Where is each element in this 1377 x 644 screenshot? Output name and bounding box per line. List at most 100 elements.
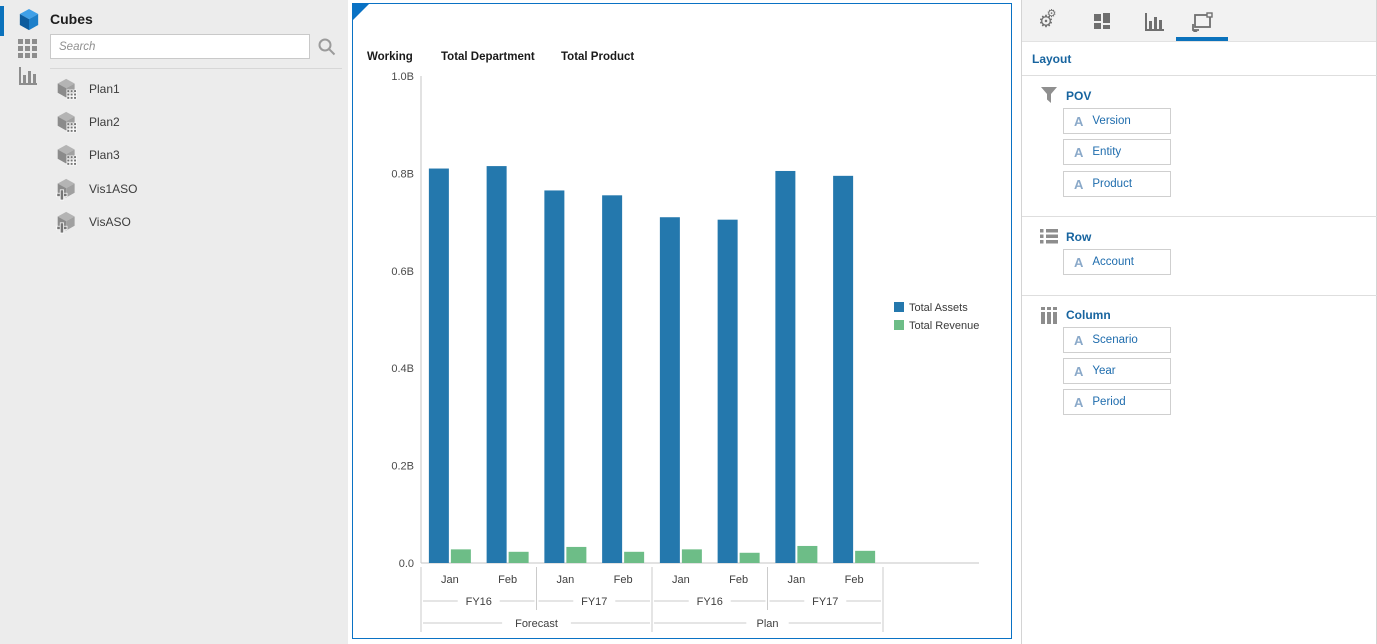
tab-chart[interactable] <box>1132 0 1176 42</box>
cube-list-item[interactable]: Plan1 <box>0 73 348 105</box>
pov-header-version[interactable]: Working <box>367 51 413 63</box>
cubes-sidebar: Cubes Plan1 <box>0 0 348 644</box>
panel-title: Cubes <box>50 11 93 27</box>
panel-tabbar: ⚙ ⚙ <box>1022 0 1376 42</box>
search-icon[interactable] <box>317 37 337 57</box>
field-label: Account <box>1092 256 1134 268</box>
year-label: FY16 <box>697 596 723 608</box>
legend-swatch <box>894 302 904 312</box>
bar-total-revenue-1[interactable] <box>508 551 529 563</box>
column-field-year[interactable]: A Year <box>1063 358 1171 384</box>
pov-field-version[interactable]: A Version <box>1063 108 1171 134</box>
y-tick-label: 0.8B <box>391 168 414 180</box>
legend-swatch <box>894 320 904 330</box>
bar-total-revenue-5[interactable] <box>739 552 760 563</box>
y-tick-label: 0.6B <box>391 266 414 278</box>
divider <box>1022 75 1377 76</box>
year-label: FY16 <box>466 596 492 608</box>
bar-total-assets-2[interactable] <box>544 190 565 563</box>
section-title-pov: POV <box>1066 89 1092 103</box>
bar-total-assets-6[interactable] <box>775 170 796 563</box>
column-field-period[interactable]: A Period <box>1063 389 1171 415</box>
field-label: Period <box>1092 396 1126 408</box>
y-tick-label: 1.0B <box>391 71 414 83</box>
row-field-account[interactable]: A Account <box>1063 249 1171 275</box>
plan-cube-icon <box>57 144 77 166</box>
bar-total-revenue-7[interactable] <box>855 550 876 563</box>
y-tick-label: 0.2B <box>391 461 414 473</box>
layout-heading: Layout <box>1032 52 1072 66</box>
bar-chart-icon <box>1144 12 1164 31</box>
search-input[interactable] <box>50 34 310 59</box>
selected-tab-underline <box>1176 37 1228 41</box>
settings-gears-icon: ⚙ <box>1038 11 1054 31</box>
dimension-a-icon: A <box>1074 332 1084 348</box>
bar-total-revenue-3[interactable] <box>624 551 645 563</box>
dimension-a-icon: A <box>1074 113 1084 129</box>
field-label: Year <box>1092 365 1116 377</box>
bar-total-assets-5[interactable] <box>717 219 738 564</box>
cube-name: VisASO <box>89 215 131 229</box>
dimension-a-icon: A <box>1074 394 1084 410</box>
properties-panel: ⚙ ⚙ <box>1021 0 1377 644</box>
bar-chart: 1.0B 0.8B 0.6B 0.4B 0.2B 0.0 Jan Feb Jan Feb Jan Fe… <box>391 71 979 632</box>
field-label: Scenario <box>1092 334 1138 346</box>
active-rail-indicator <box>0 6 4 36</box>
month-label: Jan <box>557 574 575 586</box>
column-field-scenario[interactable]: A Scenario <box>1063 327 1171 353</box>
pov-field-product[interactable]: A Product <box>1063 171 1171 197</box>
bar-total-assets-4[interactable] <box>659 217 680 564</box>
grid-rail-icon[interactable] <box>18 39 37 58</box>
bar-total-revenue-4[interactable] <box>681 549 702 563</box>
field-label: Version <box>1092 115 1131 127</box>
scenario-label: Plan <box>756 618 778 630</box>
selected-corner-indicator <box>353 4 369 20</box>
cube-list-item[interactable]: Vis1ASO <box>0 173 348 205</box>
pov-header-product[interactable]: Total Product <box>561 51 635 63</box>
plan-cube-icon <box>57 111 77 133</box>
legend-label: Total Revenue <box>909 320 979 332</box>
pov-header-department[interactable]: Total Department <box>441 51 535 63</box>
bar-total-revenue-2[interactable] <box>566 546 587 563</box>
bar-total-assets-1[interactable] <box>486 166 507 563</box>
cube-name: Plan2 <box>89 115 120 129</box>
bar-total-revenue-6[interactable] <box>797 545 818 563</box>
tab-settings[interactable]: ⚙ ⚙ <box>1024 0 1068 42</box>
y-tick-label: 0.0 <box>399 558 414 570</box>
field-label: Entity <box>1092 146 1122 158</box>
tab-layout[interactable] <box>1180 0 1224 42</box>
section-title-column: Column <box>1066 308 1111 322</box>
legend-label: Total Assets <box>909 302 968 314</box>
divider <box>1022 216 1377 217</box>
cube-name: Plan1 <box>89 82 120 96</box>
month-label: Feb <box>845 574 864 586</box>
section-title-row: Row <box>1066 230 1092 244</box>
scenario-label: Forecast <box>515 618 558 630</box>
year-label: FY17 <box>581 596 607 608</box>
dimension-a-icon: A <box>1074 176 1084 192</box>
aso-cube-icon <box>56 178 75 201</box>
tab-tiles[interactable] <box>1079 0 1123 42</box>
divider <box>1022 295 1377 296</box>
month-label: Feb <box>614 574 633 586</box>
aso-cube-icon <box>56 211 75 234</box>
tiles-icon <box>1093 12 1110 29</box>
dimension-a-icon: A <box>1074 254 1084 270</box>
cube-list-item[interactable]: Plan3 <box>0 139 348 171</box>
year-label: FY17 <box>812 596 838 608</box>
filter-funnel-icon <box>1041 87 1057 103</box>
month-label: Jan <box>672 574 690 586</box>
cube-list-item[interactable]: VisASO <box>0 206 348 238</box>
bar-total-assets-3[interactable] <box>602 195 623 563</box>
bar-total-assets-7[interactable] <box>833 175 854 563</box>
bar-total-assets-0[interactable] <box>428 168 449 563</box>
month-label: Feb <box>498 574 517 586</box>
cube-name: Vis1ASO <box>89 182 138 196</box>
divider <box>50 68 342 69</box>
columns-icon <box>1041 307 1057 324</box>
bar-total-revenue-0[interactable] <box>450 549 471 563</box>
cube-list-item[interactable]: Plan2 <box>0 106 348 138</box>
cubes-rail-icon[interactable] <box>18 8 40 32</box>
chart-rail-icon[interactable] <box>18 66 38 86</box>
pov-field-entity[interactable]: A Entity <box>1063 139 1171 165</box>
